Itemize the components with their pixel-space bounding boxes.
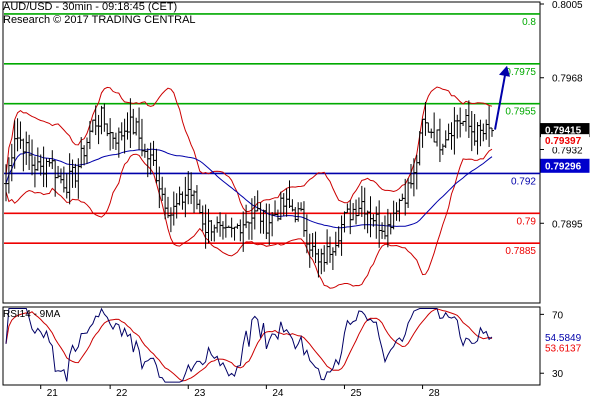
current-value-label: 0.79397 <box>545 136 582 147</box>
level-label: 0.7975 <box>505 67 536 78</box>
x-tick-label: 25 <box>350 388 362 399</box>
level-label: 0.7955 <box>505 107 536 118</box>
rsi-tick-label: 70 <box>552 310 564 321</box>
x-tick-label: 22 <box>116 388 128 399</box>
x-tick-label: 23 <box>194 388 206 399</box>
rsi-value-label: 53.6137 <box>545 343 582 354</box>
rsi-title: RSI14 - 9MA <box>3 309 61 320</box>
moving-average-line <box>5 148 493 229</box>
rsi-ma-line <box>5 308 493 382</box>
x-tick-label: 24 <box>272 388 284 399</box>
current-value-tag <box>541 134 589 148</box>
rsi-value-label: 54.5849 <box>545 333 582 344</box>
chart-title: AUD/USD - 30min - 09:18:45 (CET) <box>3 1 178 13</box>
bollinger-lower-band <box>5 148 493 289</box>
x-tick-label: 28 <box>429 388 441 399</box>
x-tick-label: 21 <box>47 388 59 399</box>
price-panel-frame <box>2 1 541 304</box>
rsi-value-tag <box>541 341 589 354</box>
forecast-arrow-head <box>499 65 510 77</box>
rsi-panel-frame <box>2 306 541 386</box>
price-tick-label: 0.7895 <box>552 219 583 230</box>
current-value-label: 0.79415 <box>545 126 582 137</box>
forecast-arrow-line <box>494 69 507 130</box>
level-label: 0.792 <box>511 176 536 187</box>
price-tick-label: 0.7968 <box>552 74 583 85</box>
level-label: 0.79 <box>517 216 537 227</box>
level-label: 0.7885 <box>505 246 536 257</box>
level-label: 0.8 <box>522 17 536 28</box>
current-value-tag <box>540 158 590 173</box>
current-value-label: 0.79296 <box>545 161 582 172</box>
chart-subtitle: Research © 2017 TRADING CENTRAL <box>3 14 196 26</box>
price-tick-label: 0.8005 <box>552 0 583 11</box>
rsi-value-tag <box>541 331 589 344</box>
bollinger-upper-band <box>5 86 493 213</box>
price-tick-label: 0.7932 <box>552 146 583 157</box>
rsi-tick-label: 30 <box>552 369 564 380</box>
rsi-line <box>5 307 493 383</box>
